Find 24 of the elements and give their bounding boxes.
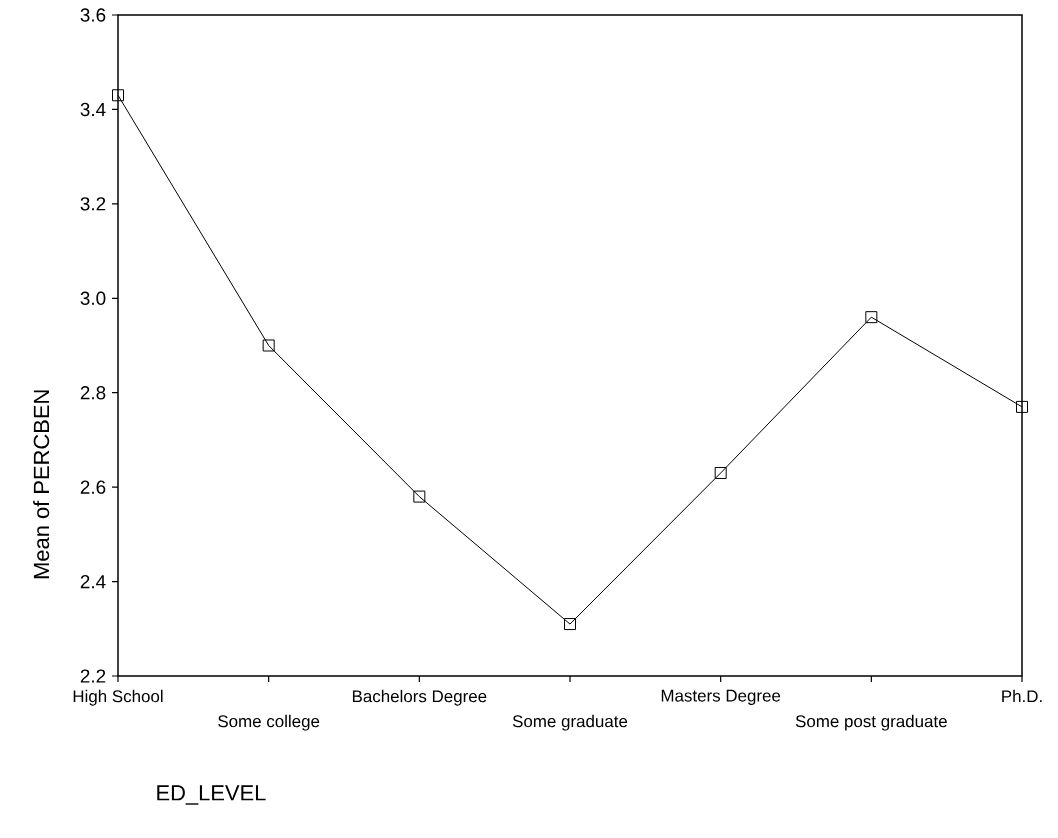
x-tick-label: Masters Degree: [661, 689, 781, 706]
y-tick-label: 2.4: [80, 574, 106, 589]
x-tick-label: Ph.D.: [1002, 689, 1042, 703]
point: [1016, 400, 1029, 413]
y-tick-label: 3.6: [80, 8, 106, 22]
x-tick-label: Some post graduate: [795, 714, 947, 731]
y-tick-label: 2.2: [80, 669, 106, 683]
y-tick-label: 3.4: [80, 102, 106, 117]
y-tick-label: 2.8: [80, 386, 106, 400]
point: [262, 339, 275, 352]
x-tick-label: Some college: [218, 714, 320, 731]
point: [112, 89, 124, 102]
point: [714, 466, 727, 479]
y-axis-title: Mean of PERCBEN: [33, 390, 50, 579]
x-tick-label: High School: [73, 689, 163, 706]
y-tick-label: 2.6: [80, 480, 106, 494]
x-tick-label: Some graduate: [512, 714, 628, 731]
x-axis-title: ED_LEVEL: [157, 785, 266, 805]
y-tick-label: 3.0: [80, 291, 106, 305]
y-tick-label: 3.2: [80, 197, 106, 211]
point: [865, 311, 878, 324]
point: [564, 618, 576, 631]
point: [413, 490, 426, 503]
x-tick-label: Bachelors Degree: [352, 689, 487, 706]
